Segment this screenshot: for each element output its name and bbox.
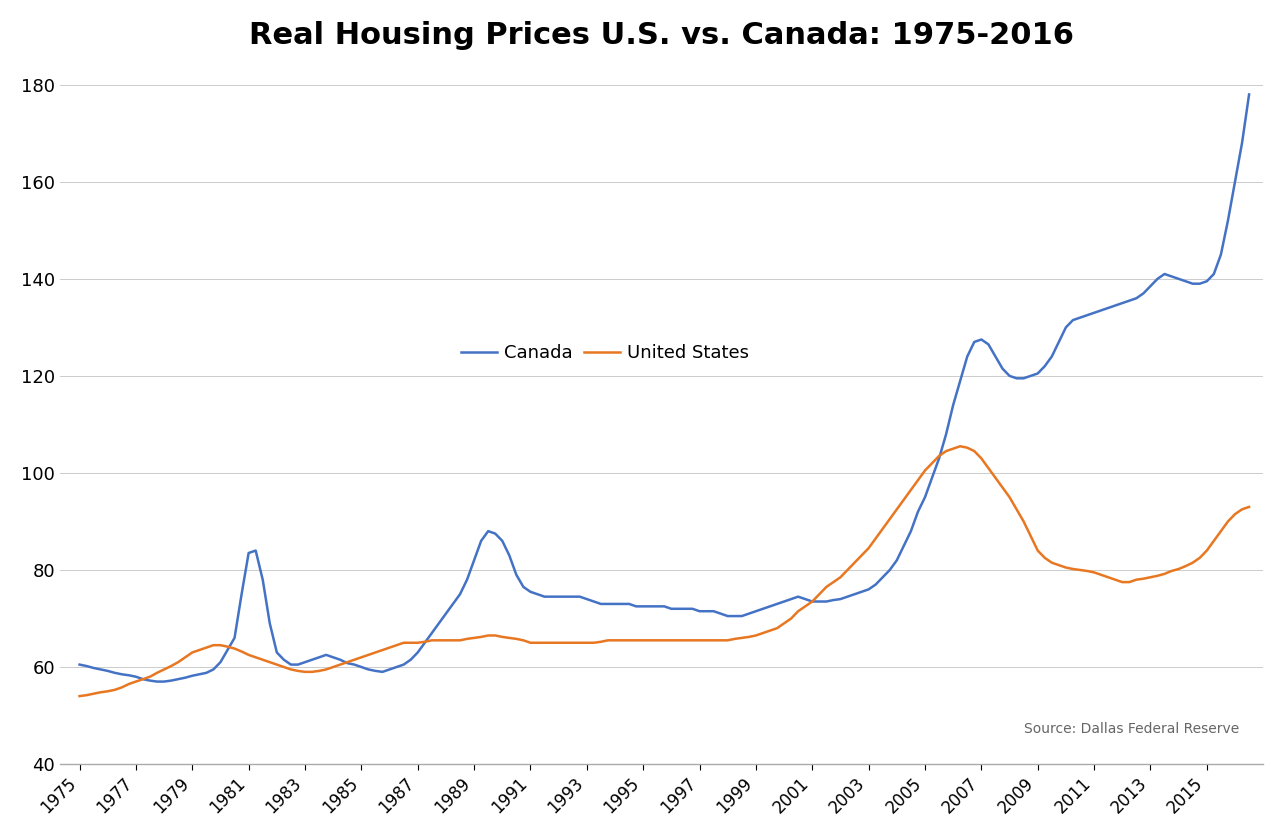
Canada — [1242, 90, 1257, 100]
United States — [1242, 502, 1257, 512]
United States — [488, 630, 503, 640]
Canada — [664, 603, 679, 613]
United States — [953, 442, 968, 452]
United States — [227, 644, 243, 654]
Text: Source: Dallas Federal Reserve: Source: Dallas Federal Reserve — [1023, 722, 1239, 736]
United States — [656, 635, 672, 645]
Canada — [678, 603, 693, 613]
Line: Canada: Canada — [80, 95, 1249, 681]
United States — [840, 565, 855, 575]
Canada — [234, 589, 249, 599]
Canada — [241, 548, 257, 558]
Title: Real Housing Prices U.S. vs. Canada: 1975-2016: Real Housing Prices U.S. vs. Canada: 197… — [249, 21, 1073, 49]
Canada — [847, 589, 863, 599]
United States — [234, 646, 249, 656]
United States — [670, 635, 686, 645]
Line: United States: United States — [80, 447, 1249, 696]
Canada — [72, 660, 87, 670]
Canada — [149, 676, 164, 686]
Canada — [494, 535, 510, 546]
United States — [72, 691, 87, 701]
Legend: Canada, United States: Canada, United States — [455, 337, 756, 370]
